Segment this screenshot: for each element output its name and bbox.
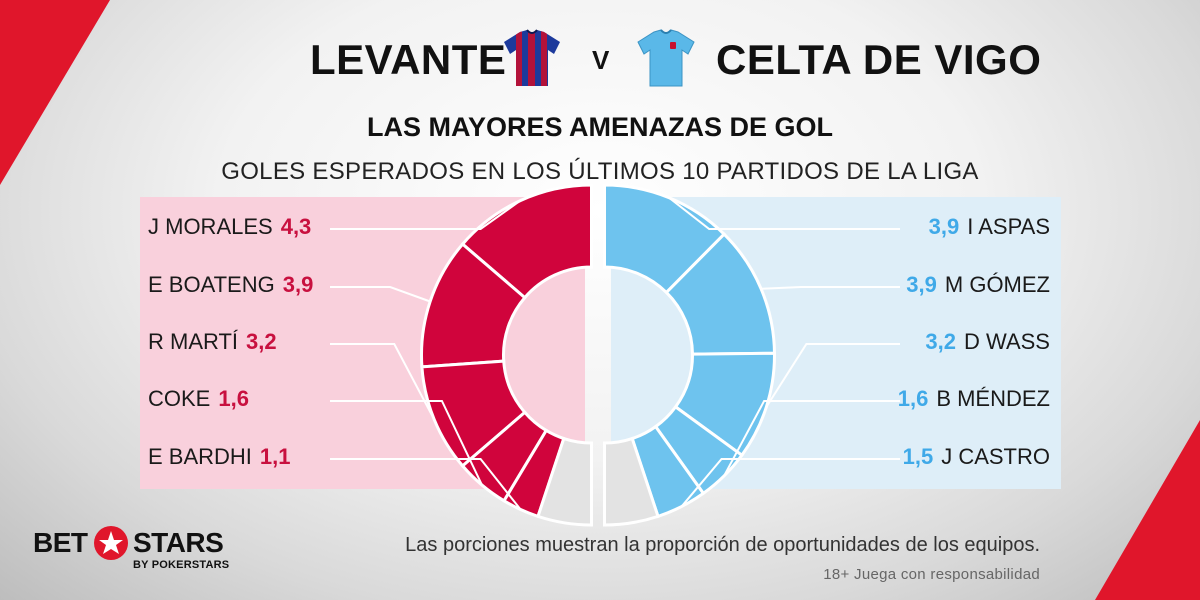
away-player-row: 3,9 M GÓMEZ bbox=[906, 272, 1050, 298]
away-player-name: I ASPAS bbox=[967, 214, 1050, 239]
away-player-row: 3,2 D WASS bbox=[925, 329, 1050, 355]
away-player-value: 3,9 bbox=[928, 214, 960, 239]
away-player-value: 1,5 bbox=[902, 444, 934, 469]
home-player-row: E BOATENG 3,9 bbox=[148, 272, 313, 298]
away-player-value: 3,2 bbox=[925, 329, 957, 354]
home-player-name: E BARDHI bbox=[148, 444, 252, 469]
logo-stars-text: STARS bbox=[133, 527, 224, 558]
away-player-name: J CASTRO bbox=[941, 444, 1050, 469]
home-player-name: E BOATENG bbox=[148, 272, 275, 297]
away-player-row: 1,5 J CASTRO bbox=[903, 444, 1050, 470]
home-player-name: COKE bbox=[148, 386, 211, 411]
match-header: LEVANTE V CELTA DE VIGO bbox=[0, 28, 1200, 88]
away-player-name: M GÓMEZ bbox=[944, 272, 1050, 297]
versus-label: V bbox=[592, 45, 610, 75]
betstars-logo: BET STARS BY POKERSTARS bbox=[33, 526, 233, 577]
corner-accent-top-left bbox=[0, 0, 110, 185]
home-player-value: 4,3 bbox=[280, 214, 312, 239]
home-player-value: 1,1 bbox=[259, 444, 291, 469]
chart-subtitle: GOLES ESPERADOS EN LOS ÚLTIMOS 10 PARTID… bbox=[221, 158, 979, 185]
away-player-value: 3,9 bbox=[906, 272, 937, 297]
chart-title: LAS MAYORES AMENAZAS DE GOL bbox=[366, 112, 834, 142]
home-player-name: J MORALES bbox=[148, 214, 273, 239]
home-player-value: 3,9 bbox=[282, 272, 314, 297]
corner-accent-bottom-right bbox=[1095, 420, 1200, 600]
away-player-row: 3,9 I ASPAS bbox=[929, 214, 1050, 240]
away-player-row: 1,6 B MÉNDEZ bbox=[898, 386, 1050, 412]
levante-jersey-icon bbox=[504, 29, 560, 86]
home-team-name: LEVANTE bbox=[310, 36, 507, 83]
home-player-row: R MARTÍ 3,2 bbox=[148, 329, 277, 355]
logo-tagline: BY POKERSTARS bbox=[133, 559, 230, 571]
home-player-row: COKE 1,6 bbox=[148, 386, 249, 412]
footnote: Las porciones muestran la proporción de … bbox=[405, 534, 1040, 556]
home-player-name: R MARTÍ bbox=[148, 329, 239, 354]
logo-bet-text: BET bbox=[33, 527, 88, 558]
celta-jersey-icon bbox=[637, 29, 695, 87]
away-team-name: CELTA DE VIGO bbox=[716, 36, 1042, 83]
away-player-name: B MÉNDEZ bbox=[936, 386, 1050, 411]
responsible-gaming-disclaimer: 18+ Juega con responsabilidad bbox=[823, 566, 1040, 583]
away-player-name: D WASS bbox=[964, 329, 1050, 354]
home-player-value: 3,2 bbox=[246, 329, 277, 354]
home-player-value: 1,6 bbox=[218, 386, 249, 411]
star-icon bbox=[94, 526, 128, 560]
home-player-row: J MORALES 4,3 bbox=[148, 214, 311, 240]
home-player-row: E BARDHI 1,1 bbox=[148, 444, 291, 470]
away-player-value: 1,6 bbox=[897, 386, 929, 411]
